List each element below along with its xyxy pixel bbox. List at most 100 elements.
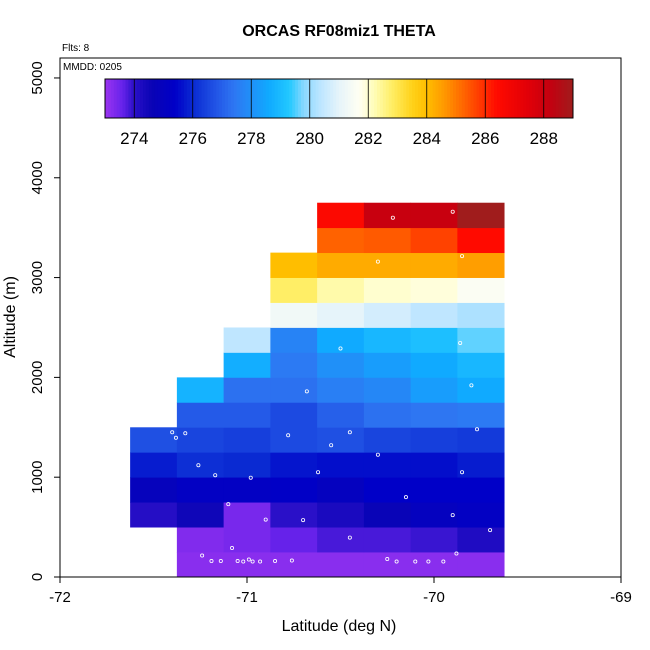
x-axis: -72 -71 -70 -69 bbox=[49, 577, 632, 606]
heatmap-cell bbox=[363, 352, 412, 378]
heatmap-cell bbox=[457, 452, 505, 478]
colorbar-frame bbox=[104, 78, 574, 119]
observation-point bbox=[200, 553, 205, 558]
colorbar-segment bbox=[260, 79, 264, 118]
colorbar-segment bbox=[479, 79, 483, 118]
colorbar-segment bbox=[374, 79, 378, 118]
heatmap-cell bbox=[317, 327, 365, 353]
colorbar-segment bbox=[306, 79, 311, 118]
colorbar-segment bbox=[485, 79, 489, 118]
colorbar-segment bbox=[426, 79, 431, 118]
colorbar-segment bbox=[110, 79, 115, 118]
heatmap-cell bbox=[410, 352, 458, 378]
colorbar-tick-label: 284 bbox=[413, 129, 441, 148]
colorbar-segment bbox=[233, 79, 238, 118]
heatmap-cell bbox=[317, 227, 365, 254]
y-axis-label: Altitude (m) bbox=[2, 276, 19, 358]
heatmap-cell bbox=[223, 477, 271, 503]
observation-point bbox=[454, 551, 459, 556]
colorbar-segment bbox=[277, 79, 281, 118]
y-tick-label: 3000 bbox=[29, 261, 46, 294]
observation-point bbox=[241, 559, 246, 564]
y-tick-label: 2000 bbox=[29, 361, 46, 394]
heatmap-cell bbox=[270, 552, 318, 578]
colorbar-segment bbox=[564, 79, 568, 118]
y-tick-label: 4000 bbox=[29, 161, 46, 194]
y-axis: 0 1000 2000 3000 4000 5000 bbox=[29, 61, 60, 581]
observation-point bbox=[469, 383, 474, 388]
heatmap-cells bbox=[130, 202, 505, 578]
observation-point bbox=[286, 433, 291, 438]
colorbar-segment bbox=[227, 79, 232, 118]
heatmap-cell bbox=[363, 452, 412, 478]
colorbar-segment bbox=[435, 79, 439, 118]
observation-point bbox=[450, 209, 455, 214]
colorbar-segment bbox=[456, 79, 460, 118]
colorbar-segment bbox=[248, 79, 252, 118]
colorbar: 274 276 278 280 282 284 286 288 bbox=[104, 78, 574, 148]
x-tick-label: -69 bbox=[610, 589, 632, 606]
x-tick-label: -72 bbox=[49, 589, 71, 606]
colorbar-segment bbox=[198, 79, 203, 118]
heatmap-cell bbox=[457, 502, 505, 528]
colorbar-segment bbox=[429, 79, 434, 118]
colorbar-segment bbox=[257, 79, 261, 118]
colorbar-segment bbox=[339, 79, 343, 118]
colorbar-segment bbox=[341, 79, 346, 118]
heatmap-cell bbox=[457, 252, 505, 278]
colorbar-segment bbox=[450, 79, 454, 118]
observation-point bbox=[460, 470, 465, 475]
colorbar-segment bbox=[300, 79, 305, 118]
colorbar-segment bbox=[169, 79, 173, 118]
heatmap-cell bbox=[363, 502, 412, 528]
colorbar-segment bbox=[391, 79, 396, 118]
heatmap-cell bbox=[223, 377, 271, 403]
colorbar-segment bbox=[280, 79, 284, 118]
colorbar-segment bbox=[119, 79, 124, 118]
colorbar-segment bbox=[417, 79, 422, 118]
colorbar-segment bbox=[511, 79, 515, 118]
colorbar-segment bbox=[336, 79, 340, 118]
observation-point bbox=[213, 473, 218, 478]
colorbar-segment bbox=[105, 79, 109, 118]
colorbar-segment bbox=[192, 79, 197, 118]
colorbar-segment bbox=[262, 79, 267, 118]
colorbar-segment bbox=[444, 79, 448, 118]
observation-point bbox=[338, 346, 343, 351]
colorbar-segment bbox=[189, 79, 194, 118]
heatmap-cell bbox=[363, 402, 412, 428]
heatmap-cell bbox=[363, 427, 412, 453]
observation-point bbox=[226, 502, 231, 507]
colorbar-segment bbox=[315, 79, 320, 118]
colorbar-segment bbox=[549, 79, 554, 118]
colorbar-segment bbox=[371, 79, 375, 118]
heatmap-cell bbox=[457, 302, 505, 328]
colorbar-segment bbox=[461, 79, 466, 118]
colorbar-segment bbox=[224, 79, 229, 118]
colorbar-segment bbox=[116, 79, 121, 118]
colorbar-segment bbox=[245, 79, 249, 118]
colorbar-segment bbox=[505, 79, 510, 118]
observation-point bbox=[385, 557, 390, 562]
observation-point bbox=[403, 495, 408, 500]
heatmap-cell bbox=[130, 477, 178, 503]
heatmap-cell bbox=[317, 452, 365, 478]
colorbar-segment bbox=[488, 79, 492, 118]
colorbar-segment bbox=[362, 79, 366, 118]
colorbar-segment bbox=[394, 79, 398, 118]
observation-point bbox=[390, 215, 395, 220]
colorbar-segment bbox=[201, 79, 205, 118]
colorbar-segment bbox=[347, 79, 352, 118]
colorbar-segment bbox=[467, 79, 472, 118]
heatmap-cell bbox=[270, 427, 318, 453]
observation-point bbox=[329, 443, 334, 448]
colorbar-segment bbox=[131, 79, 135, 118]
heatmap-cell bbox=[317, 477, 365, 503]
x-axis-label: Latitude (deg N) bbox=[282, 618, 397, 635]
heatmap-cell bbox=[410, 552, 458, 578]
heatmap-cell bbox=[410, 527, 458, 553]
colorbar-segment bbox=[254, 79, 258, 118]
heatmap-cell bbox=[317, 402, 365, 428]
heatmap-cell bbox=[176, 502, 225, 528]
observation-point bbox=[426, 559, 431, 564]
